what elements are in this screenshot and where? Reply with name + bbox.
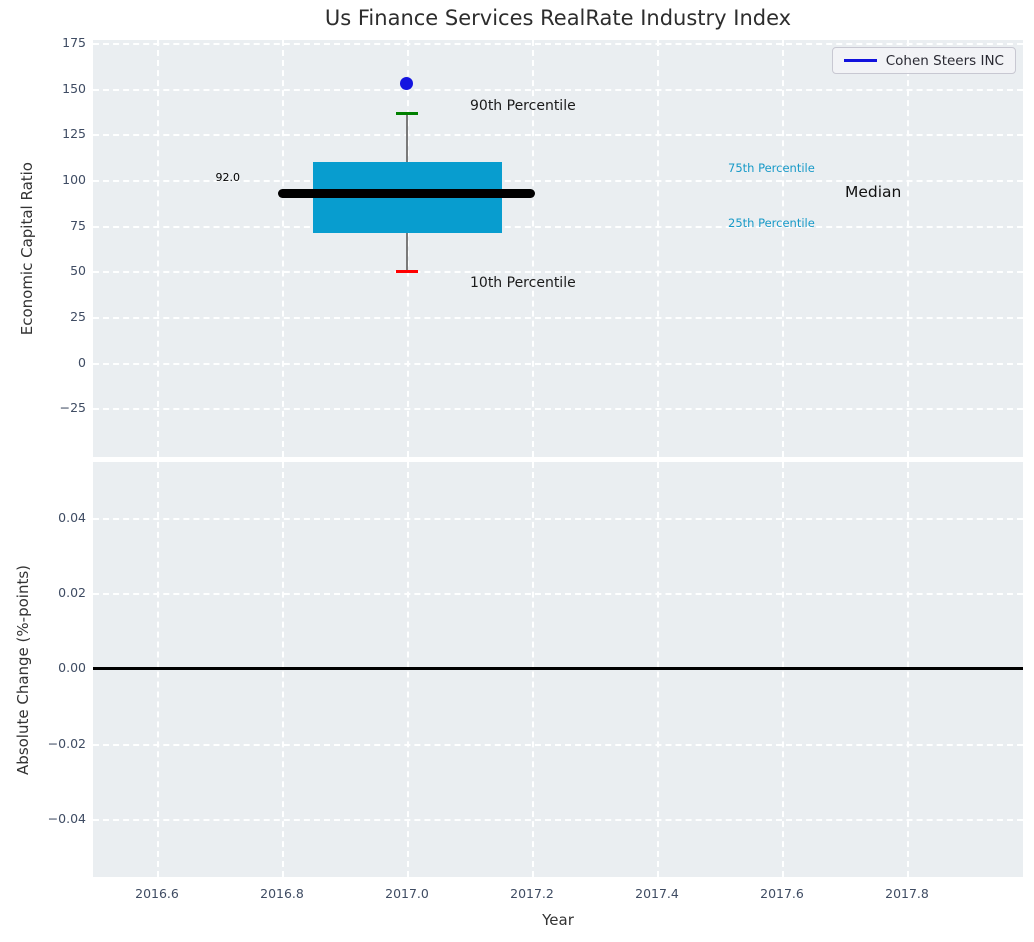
x-tick-label: 2017.6	[760, 886, 804, 901]
gridline-vertical	[907, 40, 909, 457]
bottom-plot-area	[93, 462, 1023, 877]
gridline-horizontal	[93, 43, 1023, 45]
gridline-vertical	[657, 40, 659, 457]
y-tick-label: 0.04	[58, 510, 86, 525]
boxplot-90th-percentile-cap	[396, 112, 418, 115]
y-tick-label: −25	[59, 400, 86, 415]
gridline-horizontal	[93, 819, 1023, 821]
gridline-horizontal	[93, 593, 1023, 595]
legend-label: Cohen Steers INC	[885, 52, 1004, 69]
y-tick-label: 75	[70, 218, 86, 233]
y-tick-label: 100	[62, 172, 86, 187]
gridline-vertical	[282, 40, 284, 457]
gridline-vertical	[407, 40, 409, 457]
x-tick-label: 2016.6	[135, 886, 179, 901]
gridline-vertical	[532, 40, 534, 457]
gridline-horizontal	[93, 408, 1023, 410]
top-y-axis-label-wrap: Economic Capital Ratio	[16, 40, 38, 457]
p90-annotation: 90th Percentile	[470, 98, 576, 114]
gridline-horizontal	[93, 271, 1023, 273]
top-plot-area: 92.0 90th Percentile 10th Percentile 75t…	[93, 40, 1023, 457]
y-tick-label: −0.02	[47, 736, 86, 751]
top-y-axis-label: Economic Capital Ratio	[18, 161, 36, 336]
y-tick-label: 150	[62, 81, 86, 96]
gridline-horizontal	[93, 518, 1023, 520]
gridline-vertical	[782, 40, 784, 457]
gridline-horizontal	[93, 317, 1023, 319]
y-tick-label: −0.04	[47, 811, 86, 826]
gridline-horizontal	[93, 226, 1023, 228]
p10-annotation: 10th Percentile	[470, 275, 576, 291]
y-tick-label: 25	[70, 309, 86, 324]
bottom-y-axis-label-wrap: Absolute Change (%-points)	[12, 462, 34, 877]
y-tick-label: 0.00	[58, 660, 86, 675]
zero-reference-line	[93, 667, 1023, 670]
y-tick-label: 0	[78, 355, 86, 370]
gridline-horizontal	[93, 180, 1023, 182]
gridline-horizontal	[93, 744, 1023, 746]
x-tick-label: 2017.2	[510, 886, 554, 901]
gridline-horizontal	[93, 134, 1023, 136]
gridline-horizontal	[93, 363, 1023, 365]
median-value-label: 92.0	[215, 171, 241, 184]
y-tick-label: 125	[62, 126, 86, 141]
chart-title: Us Finance Services RealRate Industry In…	[324, 6, 792, 30]
y-tick-label: 50	[70, 263, 86, 278]
y-tick-label: 0.02	[58, 585, 86, 600]
legend-box: Cohen Steers INC	[831, 47, 1016, 74]
x-tick-label: 2017.8	[885, 886, 929, 901]
x-tick-label: 2017.0	[385, 886, 429, 901]
p75-annotation: 75th Percentile	[728, 161, 815, 175]
p25-annotation: 25th Percentile	[728, 216, 815, 230]
bottom-y-axis-label: Absolute Change (%-points)	[14, 564, 32, 775]
boxplot-10th-percentile-cap	[396, 270, 418, 273]
company-data-point	[400, 77, 413, 90]
x-axis-label: Year	[542, 911, 574, 929]
median-annotation: Median	[845, 183, 902, 201]
gridline-horizontal	[93, 89, 1023, 91]
legend-line-sample	[843, 59, 877, 62]
y-tick-label: 175	[62, 35, 86, 50]
x-tick-label: 2016.8	[260, 886, 304, 901]
x-tick-label: 2017.4	[635, 886, 679, 901]
gridline-vertical	[157, 40, 159, 457]
boxplot-median-line	[278, 189, 535, 198]
